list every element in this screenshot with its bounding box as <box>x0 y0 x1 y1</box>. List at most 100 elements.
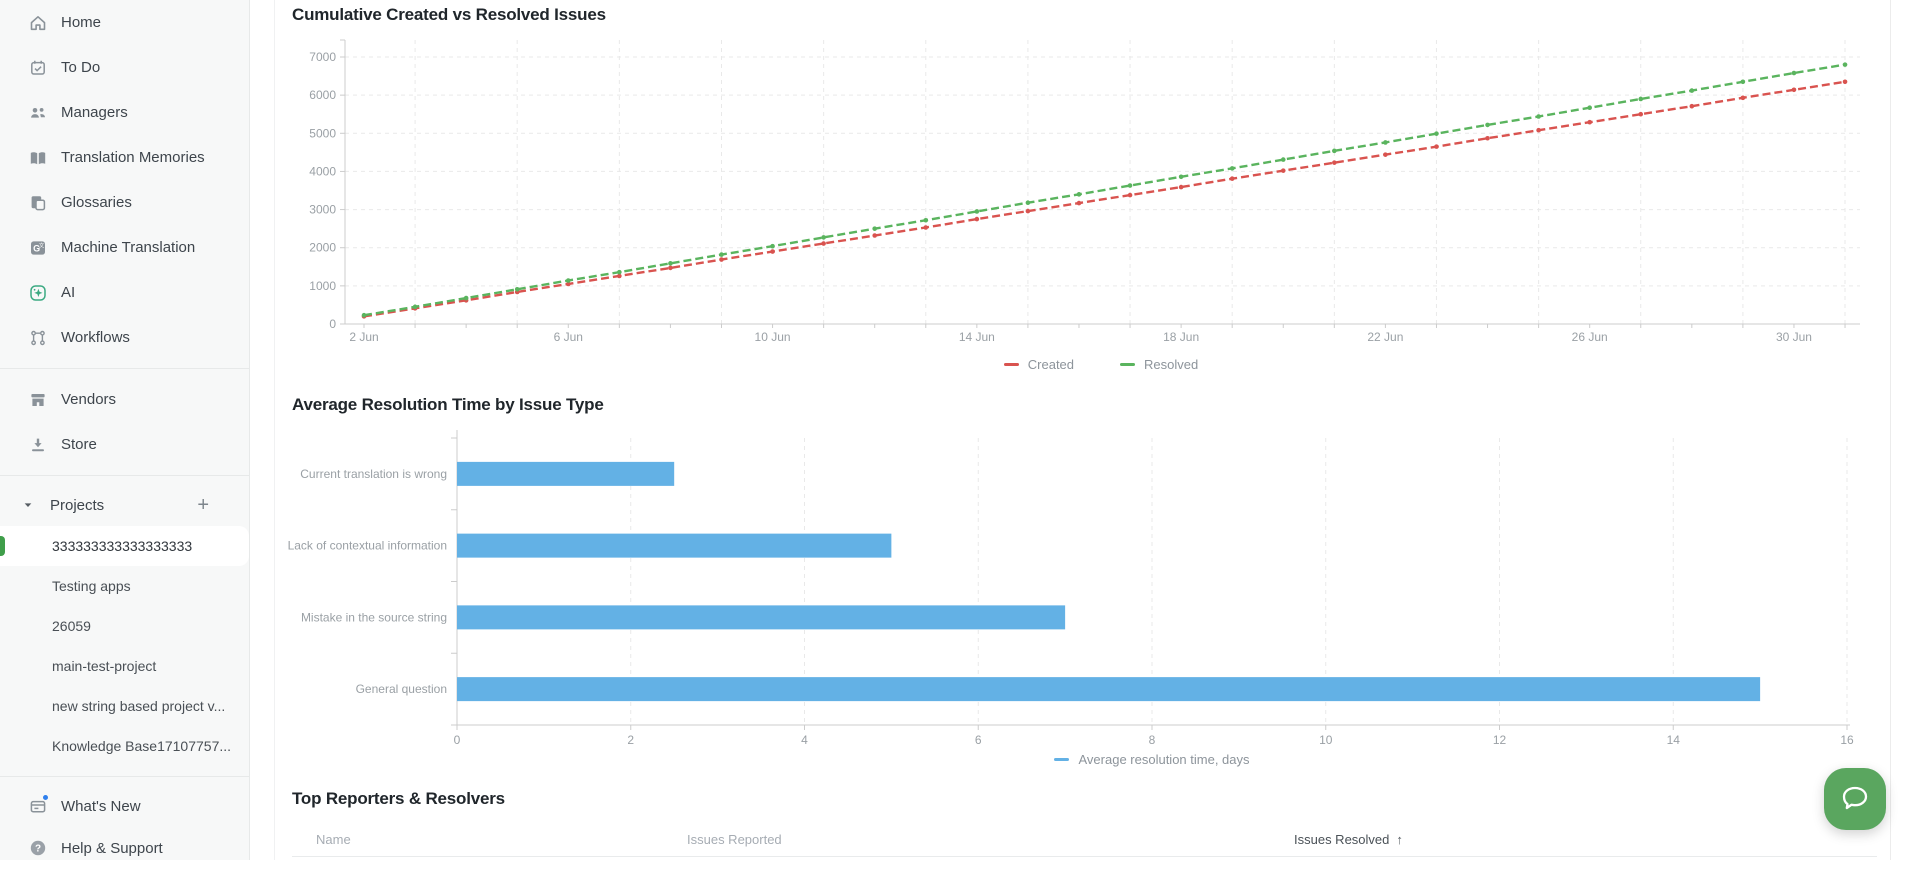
sidebar-item-label: Machine Translation <box>61 239 196 256</box>
series-created[interactable] <box>361 79 1848 319</box>
svg-text:G: G <box>33 243 40 253</box>
svg-text:16: 16 <box>1840 733 1854 747</box>
svg-text:2000: 2000 <box>309 241 336 255</box>
line-chart-legend: Created Resolved <box>345 357 1857 372</box>
svg-text:0: 0 <box>454 733 461 747</box>
project-item[interactable]: 333333333333333333 <box>0 526 249 566</box>
project-item[interactable]: Knowledge Base17107757... <box>0 726 249 766</box>
legend-dash-icon <box>1120 363 1136 366</box>
sidebar-nav-primary: Home To Do Managers Translation Memories Glo… <box>0 0 249 360</box>
projects-section-label: Projects <box>50 496 105 514</box>
bar-lack-of-contextual-information[interactable] <box>457 533 892 558</box>
project-item[interactable]: main-test-project <box>0 646 249 686</box>
column-header-issues-resolved[interactable]: Issues Resolved ↑ <box>1294 832 1403 847</box>
legend-label: Average resolution time, days <box>1078 752 1250 767</box>
svg-text:18 Jun: 18 Jun <box>1163 330 1199 344</box>
svg-text:14 Jun: 14 Jun <box>959 330 995 344</box>
sidebar-item-label: Home <box>61 14 102 31</box>
home-icon <box>29 14 47 32</box>
svg-text:6000: 6000 <box>309 88 336 102</box>
svg-text:7000: 7000 <box>309 50 336 64</box>
sidebar-nav-footer: What's New? Help & Support <box>0 785 249 869</box>
svg-text:0: 0 <box>329 317 336 331</box>
chat-widget-button[interactable] <box>1824 768 1886 830</box>
svg-text:12: 12 <box>1493 733 1507 747</box>
sidebar-item-home[interactable]: Home <box>0 0 249 45</box>
sort-ascending-icon: ↑ <box>1396 832 1403 847</box>
svg-text:Mistake in the source string: Mistake in the source string <box>301 610 447 624</box>
legend-item-resolved[interactable]: Resolved <box>1120 357 1198 372</box>
notification-dot <box>42 794 49 801</box>
sidebar-item-help-support[interactable]: ? Help & Support <box>0 827 249 869</box>
store-download-icon <box>29 436 47 454</box>
sidebar-item-workflows[interactable]: Workflows <box>0 315 249 360</box>
sidebar-divider <box>0 776 249 777</box>
svg-text:4000: 4000 <box>309 164 336 178</box>
translation-memories-icon <box>29 149 47 167</box>
vendors-icon <box>29 391 47 409</box>
projects-list: 333333333333333333 Testing apps 26059 main-… <box>0 526 249 766</box>
projects-section-header[interactable]: Projects + <box>0 484 249 526</box>
workflows-icon <box>29 329 47 347</box>
sidebar-item-label: Store <box>61 436 97 453</box>
series-resolved[interactable] <box>361 62 1848 318</box>
sidebar-item-label: To Do <box>61 59 101 76</box>
svg-text:2 Jun: 2 Jun <box>349 330 378 344</box>
table-border <box>292 856 1877 857</box>
legend-label: Resolved <box>1144 357 1199 372</box>
ai-sparkle-icon <box>29 284 47 302</box>
managers-icon <box>29 104 47 122</box>
sidebar-item-glossaries[interactable]: Glossaries <box>0 180 249 225</box>
add-project-button[interactable]: + <box>197 494 209 516</box>
resolution-time-bar-chart[interactable]: 0 2 4 6 8 10 12 14 16 Current translation is wron… <box>250 426 1890 758</box>
legend-item-avg-resolution[interactable]: Average resolution time, days <box>1054 752 1250 767</box>
sidebar-item-label: Glossaries <box>61 194 132 211</box>
whats-new-icon <box>29 794 49 815</box>
sidebar-item-vendors[interactable]: Vendors <box>0 377 249 422</box>
bar-general-question[interactable] <box>457 677 1761 702</box>
project-item[interactable]: 26059 <box>0 606 249 646</box>
content-right-border <box>1890 0 1891 860</box>
sidebar-item-store[interactable]: Store <box>0 422 249 467</box>
svg-text:10 Jun: 10 Jun <box>755 330 791 344</box>
column-header-issues-reported[interactable]: Issues Reported <box>687 832 782 847</box>
column-header-name[interactable]: Name <box>316 832 351 847</box>
svg-text:8: 8 <box>1149 733 1156 747</box>
legend-item-created[interactable]: Created <box>1003 357 1074 372</box>
svg-text:10: 10 <box>1319 733 1333 747</box>
svg-text:26 Jun: 26 Jun <box>1572 330 1608 344</box>
sidebar-item-what-s-new[interactable]: What's New <box>0 785 249 827</box>
sidebar-item-label: Workflows <box>61 329 130 346</box>
line-chart-title: Cumulative Created vs Resolved Issues <box>292 5 606 24</box>
svg-text:General question: General question <box>356 682 447 696</box>
project-name: 333333333333333333 <box>52 538 193 554</box>
svg-text:2: 2 <box>627 733 634 747</box>
sidebar-item-translation-memories[interactable]: Translation Memories <box>0 135 249 180</box>
project-item[interactable]: new string based project v... <box>0 686 249 726</box>
svg-text:Current translation is wrong: Current translation is wrong <box>300 467 447 481</box>
sidebar-divider <box>0 368 249 369</box>
svg-text:1000: 1000 <box>309 279 336 293</box>
svg-text:Lack of contextual information: Lack of contextual information <box>288 539 447 553</box>
created-resolved-line-chart[interactable]: 0 1000 2000 3000 4000 5000 6000 7000 2 Jun 6 Jun 1… <box>270 26 1900 376</box>
bar-chart-title: Average Resolution Time by Issue Type <box>292 395 604 414</box>
content-left-border <box>274 0 275 860</box>
legend-dash-icon <box>1003 363 1019 366</box>
bar-mistake-in-the-source-string[interactable] <box>457 605 1066 630</box>
sidebar-item-label: AI <box>61 284 76 301</box>
project-name: Knowledge Base17107757... <box>52 738 232 754</box>
project-name: 26059 <box>52 618 91 634</box>
svg-text:30 Jun: 30 Jun <box>1776 330 1812 344</box>
project-name: main-test-project <box>52 658 157 674</box>
sidebar-item-ai[interactable]: AI <box>0 270 249 315</box>
project-item[interactable]: Testing apps <box>0 566 249 606</box>
sidebar-item-to-do[interactable]: To Do <box>0 45 249 90</box>
chat-bubble-icon <box>1837 781 1873 817</box>
bar-current-translation-is-wrong[interactable] <box>457 461 675 486</box>
chevron-down-icon[interactable] <box>22 499 34 511</box>
sidebar-item-label: Vendors <box>61 391 117 408</box>
sidebar-item-managers[interactable]: Managers <box>0 90 249 135</box>
sidebar-item-machine-translation[interactable]: G 文 Machine Translation <box>0 225 249 270</box>
svg-text:6: 6 <box>975 733 982 747</box>
